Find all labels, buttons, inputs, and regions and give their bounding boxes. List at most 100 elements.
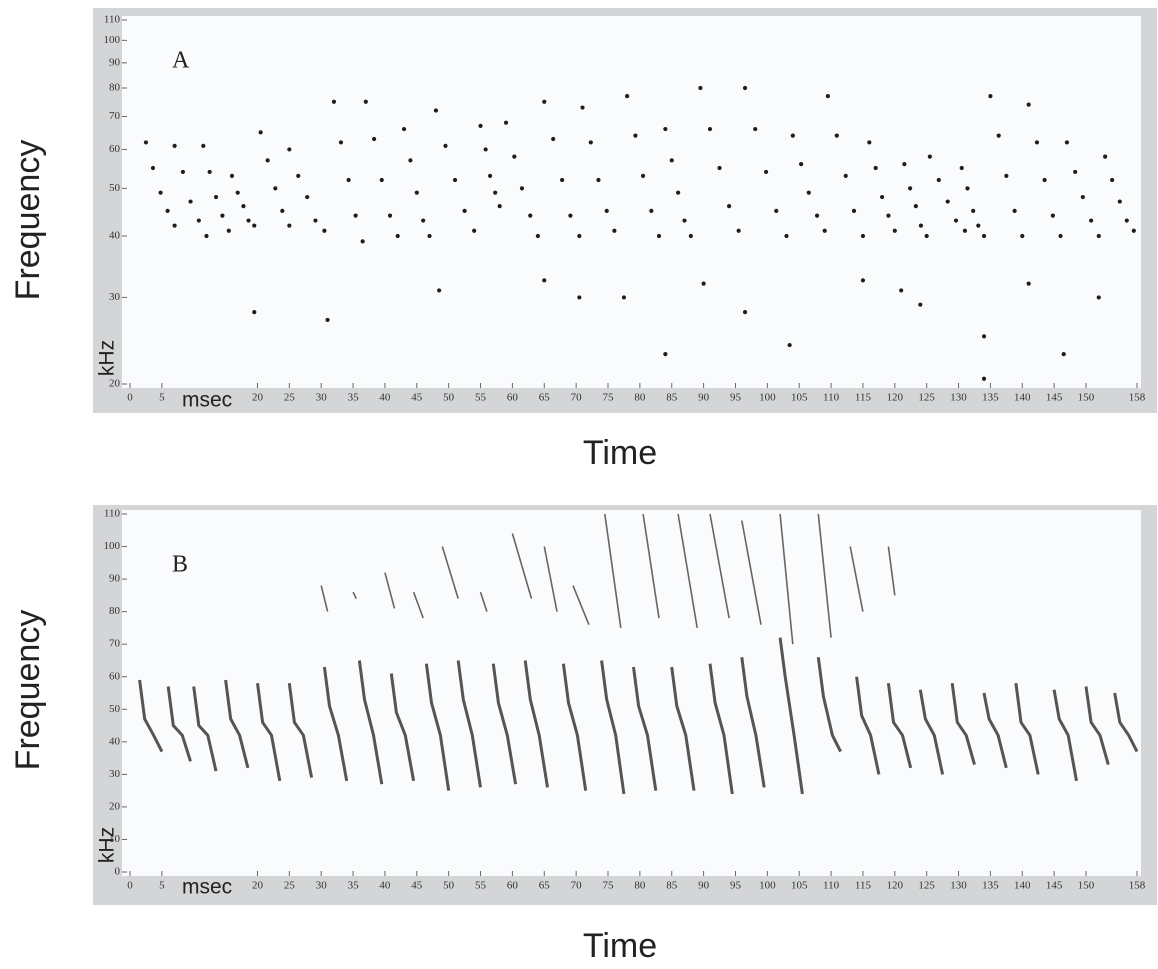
point [981,376,987,381]
point [408,158,413,163]
x-tick-label: 125 [918,392,935,404]
point [542,99,547,104]
point [213,194,219,200]
point [753,126,758,132]
x-tick-label: 115 [855,880,872,892]
x-tick-label: 60 [507,392,519,404]
x-tick-label: 20 [252,392,264,404]
point [497,204,502,209]
point [401,126,407,132]
point [860,278,866,283]
point [799,162,804,167]
point [1026,102,1031,107]
point [273,186,278,191]
x-tick-label: 95 [730,880,742,892]
point [588,140,593,145]
point [873,165,878,171]
point [1089,218,1094,223]
point [1096,295,1101,300]
point [346,177,351,183]
point [433,108,439,113]
point [172,223,177,228]
y-tick-label: 100 [104,34,121,46]
point [165,208,170,213]
y-tick-label: 100 [104,540,121,552]
point [1026,281,1031,286]
point [1110,177,1115,183]
y-tick-label: 40 [109,735,121,747]
y-tick-label: 110 [104,508,121,520]
sweep-line [320,513,896,645]
point [568,213,573,218]
y-tick-label: 30 [109,768,121,780]
x-tick-label: 158 [1129,392,1146,404]
point [387,213,393,218]
point [188,199,193,204]
point [1020,233,1025,239]
x-tick-label: 120 [887,880,904,892]
point [688,233,693,239]
point [201,143,206,148]
point [965,186,970,191]
x-tick-label: 115 [855,392,872,404]
point [252,310,257,315]
y-tick-label: 70 [109,638,121,650]
x-tick-label: 145 [1046,392,1063,404]
x-tick-label: 140 [1014,392,1031,404]
x-tick-label: 45 [411,392,423,404]
point [226,228,231,233]
x-tick-label: 140 [1014,880,1031,892]
x-axis-title: Time [583,434,657,472]
point [763,169,769,175]
x-tick-label: 100 [759,392,776,404]
point [1050,213,1055,218]
y-axis-title: Frequency [9,140,47,301]
y-tick-label: 60 [109,143,121,155]
point [886,213,891,218]
point [1012,208,1017,213]
x-tick-label: 50 [443,392,455,404]
point [892,228,897,233]
x-tick-label: 75 [603,392,615,404]
x-tick-label: 40 [379,880,391,892]
point [1042,177,1047,183]
x-tick-label: 90 [698,880,710,892]
x-tick-label: 75 [603,880,615,892]
point [806,190,811,195]
point [1131,228,1136,233]
x-tick-label: 35 [348,392,360,404]
point [246,218,251,223]
x-tick-label: 5 [159,880,165,892]
point [742,85,748,91]
point [551,136,556,142]
point [252,223,257,228]
point [1058,233,1063,239]
point [736,228,741,233]
point [478,123,483,128]
point [158,190,163,195]
point [207,169,212,175]
y-unit: kHz [96,340,119,376]
point [996,133,1001,138]
point [924,233,929,239]
y-tick-label: 70 [109,110,121,122]
sweep-line [138,637,1139,795]
point [180,169,185,175]
x-tick-label: 85 [666,392,678,404]
point [918,302,923,307]
x-tick-label: 120 [887,392,904,404]
y-tick-label: 0 [115,866,121,878]
x-tick-label: 135 [982,880,999,892]
point [927,154,932,159]
point [787,342,792,348]
point [981,233,987,239]
point [913,204,918,209]
point [1080,194,1085,200]
point [698,85,703,91]
x-tick-label: 25 [284,392,296,404]
point [1034,140,1040,145]
x-tick-label: 100 [759,880,776,892]
point [325,317,330,323]
y-tick-label: 80 [109,605,121,617]
point [322,228,327,233]
